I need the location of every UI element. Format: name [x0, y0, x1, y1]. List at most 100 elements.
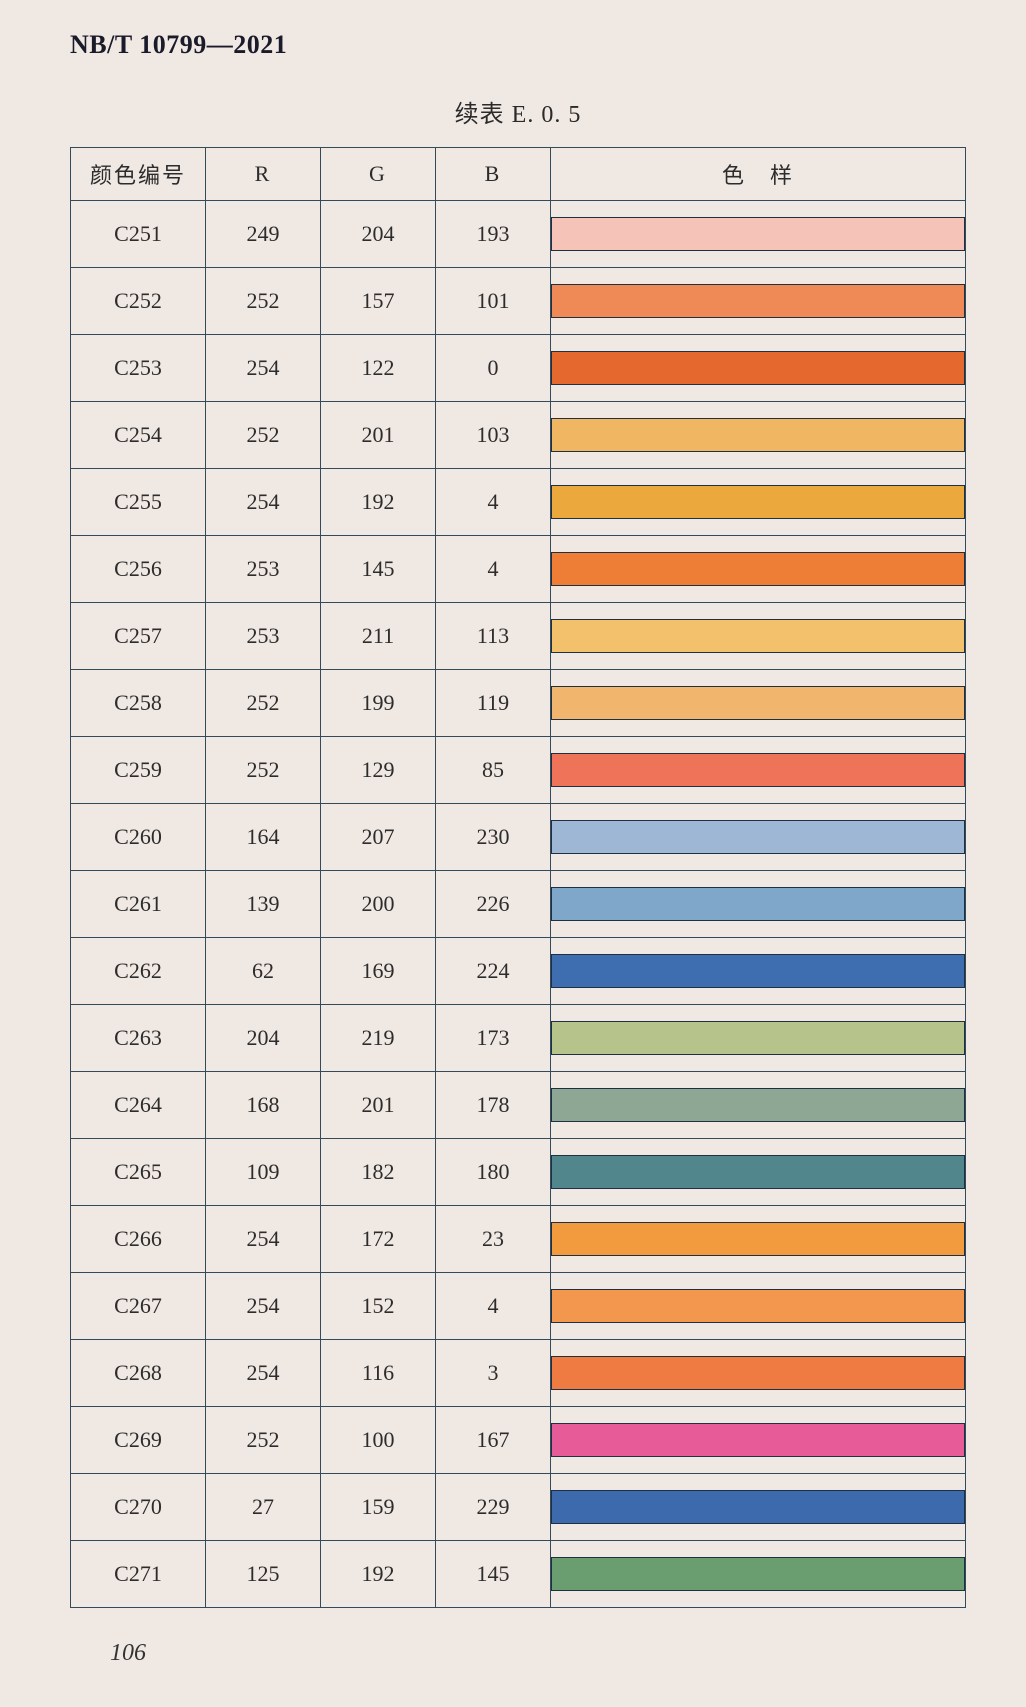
cell-code: C270: [71, 1474, 206, 1541]
col-header-code: 颜色编号: [71, 148, 206, 201]
cell-b: 173: [436, 1005, 551, 1072]
cell-b: 229: [436, 1474, 551, 1541]
color-swatch: [551, 753, 965, 787]
cell-r: 168: [206, 1072, 321, 1139]
cell-swatch: [551, 402, 966, 469]
cell-b: 226: [436, 871, 551, 938]
cell-code: C263: [71, 1005, 206, 1072]
col-header-swatch: 色 样: [551, 148, 966, 201]
color-swatch: [551, 351, 965, 385]
color-swatch: [551, 619, 965, 653]
cell-r: 252: [206, 670, 321, 737]
table-row: C271125192145: [71, 1541, 966, 1608]
cell-swatch: [551, 670, 966, 737]
table-row: C251249204193: [71, 201, 966, 268]
page-number: 106: [110, 1640, 146, 1667]
color-swatch: [551, 1356, 965, 1390]
cell-g: 122: [321, 335, 436, 402]
cell-b: 224: [436, 938, 551, 1005]
table-row: C260164207230: [71, 804, 966, 871]
cell-b: 101: [436, 268, 551, 335]
cell-code: C259: [71, 737, 206, 804]
cell-code: C267: [71, 1273, 206, 1340]
table-header-row: 颜色编号 R G B 色 样: [71, 148, 966, 201]
cell-code: C252: [71, 268, 206, 335]
cell-r: 253: [206, 536, 321, 603]
cell-b: 113: [436, 603, 551, 670]
table-row: C254252201103: [71, 402, 966, 469]
color-swatch: [551, 1155, 965, 1189]
cell-code: C269: [71, 1407, 206, 1474]
cell-swatch: [551, 1005, 966, 1072]
color-swatch: [551, 887, 965, 921]
cell-g: 159: [321, 1474, 436, 1541]
cell-swatch: [551, 1474, 966, 1541]
cell-code: C264: [71, 1072, 206, 1139]
cell-g: 129: [321, 737, 436, 804]
cell-b: 4: [436, 536, 551, 603]
cell-g: 169: [321, 938, 436, 1005]
table-row: C2532541220: [71, 335, 966, 402]
cell-swatch: [551, 469, 966, 536]
cell-g: 200: [321, 871, 436, 938]
cell-b: 85: [436, 737, 551, 804]
cell-r: 254: [206, 335, 321, 402]
cell-g: 219: [321, 1005, 436, 1072]
table-row: C26625417223: [71, 1206, 966, 1273]
color-swatch: [551, 1021, 965, 1055]
cell-code: C257: [71, 603, 206, 670]
table-row: C269252100167: [71, 1407, 966, 1474]
cell-r: 253: [206, 603, 321, 670]
cell-b: 119: [436, 670, 551, 737]
cell-g: 152: [321, 1273, 436, 1340]
cell-swatch: [551, 1340, 966, 1407]
cell-b: 103: [436, 402, 551, 469]
table-row: C258252199119: [71, 670, 966, 737]
cell-swatch: [551, 871, 966, 938]
cell-g: 204: [321, 201, 436, 268]
cell-b: 4: [436, 469, 551, 536]
cell-g: 201: [321, 1072, 436, 1139]
color-swatch: [551, 1557, 965, 1591]
color-swatch: [551, 485, 965, 519]
cell-swatch: [551, 201, 966, 268]
col-header-b: B: [436, 148, 551, 201]
cell-code: C268: [71, 1340, 206, 1407]
cell-r: 252: [206, 1407, 321, 1474]
table-row: C265109182180: [71, 1139, 966, 1206]
color-table: 颜色编号 R G B 色 样 C251249204193C25225215710…: [70, 147, 966, 1608]
cell-g: 116: [321, 1340, 436, 1407]
cell-r: 252: [206, 268, 321, 335]
cell-b: 167: [436, 1407, 551, 1474]
color-swatch: [551, 1222, 965, 1256]
color-swatch: [551, 1490, 965, 1524]
cell-swatch: [551, 737, 966, 804]
cell-b: 180: [436, 1139, 551, 1206]
table-row: C264168201178: [71, 1072, 966, 1139]
cell-r: 254: [206, 1273, 321, 1340]
color-swatch: [551, 686, 965, 720]
cell-code: C265: [71, 1139, 206, 1206]
color-swatch: [551, 284, 965, 318]
cell-code: C266: [71, 1206, 206, 1273]
cell-code: C256: [71, 536, 206, 603]
color-swatch: [551, 820, 965, 854]
cell-b: 23: [436, 1206, 551, 1273]
color-swatch: [551, 1088, 965, 1122]
cell-code: C255: [71, 469, 206, 536]
cell-swatch: [551, 1139, 966, 1206]
table-row: C2562531454: [71, 536, 966, 603]
cell-swatch: [551, 938, 966, 1005]
cell-r: 252: [206, 737, 321, 804]
cell-code: C260: [71, 804, 206, 871]
table-row: C2552541924: [71, 469, 966, 536]
cell-r: 249: [206, 201, 321, 268]
cell-r: 254: [206, 1340, 321, 1407]
color-swatch: [551, 418, 965, 452]
cell-code: C253: [71, 335, 206, 402]
cell-r: 109: [206, 1139, 321, 1206]
cell-code: C251: [71, 201, 206, 268]
cell-g: 207: [321, 804, 436, 871]
cell-r: 125: [206, 1541, 321, 1608]
cell-g: 157: [321, 268, 436, 335]
